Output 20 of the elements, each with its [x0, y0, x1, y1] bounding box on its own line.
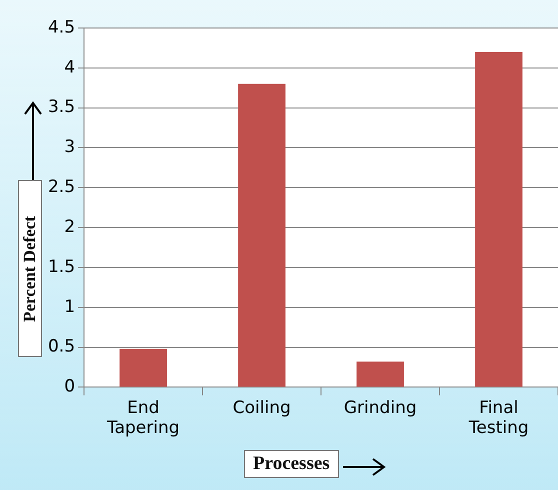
y-tick-label: 1.5: [48, 256, 76, 277]
y-tick-label: 2: [64, 216, 76, 237]
y-tick-label: 0.5: [48, 336, 76, 357]
y-tick-label: 2.5: [48, 177, 76, 198]
y-tick-label: 3: [64, 137, 76, 158]
x-tick-label: Final Testing: [468, 398, 529, 438]
x-axis-title: Processes: [244, 450, 339, 478]
y-tick-label: 4.5: [48, 17, 76, 38]
x-tick-label: End Tapering: [106, 398, 180, 438]
bar: [120, 348, 167, 387]
y-tick-label: 3.5: [48, 97, 76, 118]
x-tick-label: Coiling: [232, 398, 291, 418]
y-axis-title: Percent Defect: [20, 216, 40, 322]
y-tick-label: 0: [64, 376, 76, 397]
bar: [356, 362, 404, 387]
x-tick-label: Grinding: [344, 398, 417, 418]
y-tick-label: 4: [64, 57, 76, 78]
bar: [238, 84, 286, 387]
y-tick-label: 1: [64, 296, 76, 317]
bar: [475, 52, 522, 387]
